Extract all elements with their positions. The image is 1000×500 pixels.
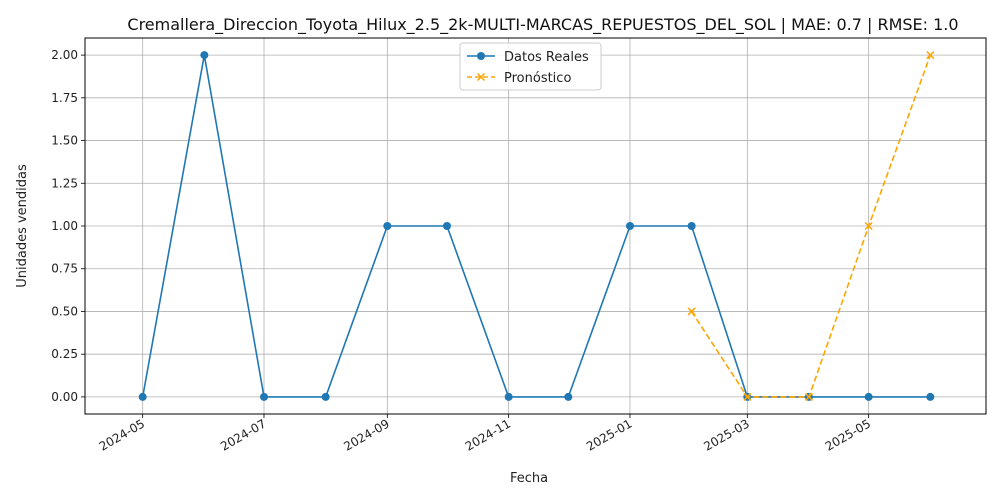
data-point-datos-reales bbox=[687, 222, 696, 230]
legend-box bbox=[459, 42, 602, 91]
y-tick-label: 0.00 bbox=[51, 390, 78, 404]
data-point-pronostico bbox=[687, 307, 696, 316]
data-point-pronostico bbox=[926, 51, 935, 60]
legend-label-datos-reales: Datos Reales bbox=[504, 50, 589, 65]
data-point-datos-reales bbox=[200, 51, 209, 60]
data-point-datos-reales bbox=[383, 222, 392, 230]
legend-marker-pronostico bbox=[476, 72, 486, 82]
y-tick-label: 0.25 bbox=[51, 347, 78, 361]
y-tick-label: 0.50 bbox=[51, 304, 78, 318]
data-point-pronostico bbox=[864, 221, 873, 231]
x-axis-label: Fecha bbox=[510, 471, 548, 486]
ticks: 2024-05 2024-07 2024-09 2024-11 2025-01 2025-… bbox=[51, 48, 873, 454]
x-tick-label: 2025-01 bbox=[584, 416, 634, 453]
y-tick-label: 1.25 bbox=[51, 176, 78, 190]
y-axis-label: Unidades vendidas bbox=[15, 164, 30, 288]
x-tick-label: 2025-05 bbox=[823, 416, 873, 453]
x-tick-label: 2024-07 bbox=[218, 416, 268, 453]
y-tick-label: 1.75 bbox=[51, 91, 78, 105]
data-point-datos-reales bbox=[321, 392, 330, 401]
x-tick-label: 2024-05 bbox=[97, 416, 147, 453]
data-point-datos-reales bbox=[625, 222, 634, 230]
series-layer bbox=[138, 51, 935, 401]
series-pronostico bbox=[687, 51, 935, 401]
y-tick-label: 0.75 bbox=[51, 262, 78, 276]
data-point-pronostico bbox=[804, 392, 814, 401]
legend: Datos Reales Pronóstico bbox=[459, 42, 602, 91]
data-point-datos-reales bbox=[926, 392, 935, 401]
data-point-datos-reales bbox=[260, 392, 269, 401]
grid bbox=[85, 38, 986, 414]
x-tick-label: 2024-09 bbox=[341, 416, 391, 453]
data-point-datos-reales bbox=[138, 392, 147, 401]
y-tick-label: 1.00 bbox=[51, 219, 78, 233]
y-tick-label: 1.50 bbox=[51, 134, 78, 148]
x-tick-label: 2024-11 bbox=[463, 416, 513, 453]
legend-marker-datos-reales bbox=[477, 52, 485, 60]
x-tick-label: 2025-03 bbox=[701, 416, 751, 453]
data-point-datos-reales bbox=[564, 392, 573, 401]
data-point-datos-reales bbox=[442, 222, 451, 230]
chart-title: Cremallera_Direccion_Toyota_Hilux_2.5_2k… bbox=[127, 15, 958, 35]
data-point-datos-reales bbox=[504, 392, 513, 401]
y-tick-label: 2.00 bbox=[51, 48, 78, 62]
data-point-datos-reales bbox=[864, 392, 873, 401]
data-point-pronostico bbox=[743, 392, 752, 401]
legend-label-pronostico: Pronóstico bbox=[504, 71, 571, 86]
